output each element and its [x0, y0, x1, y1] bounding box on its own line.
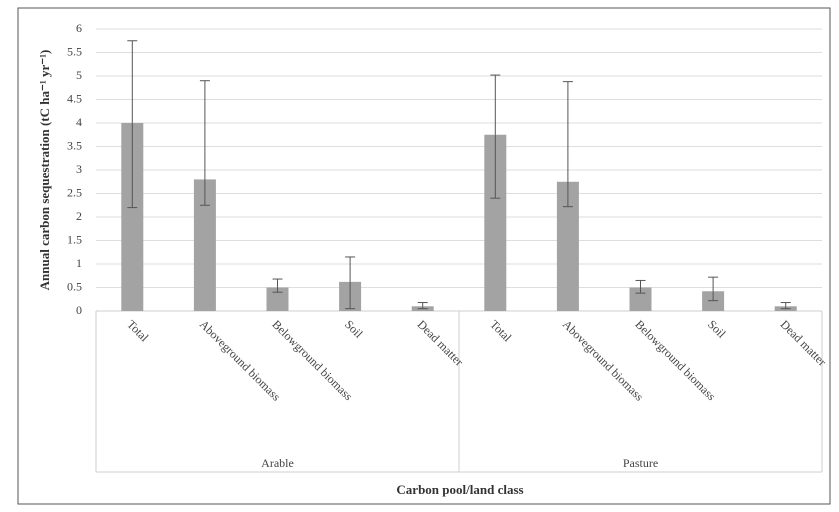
y-tick-label: 5.5: [67, 44, 82, 58]
y-tick-label: 0.5: [67, 279, 82, 293]
y-tick-label: 3.5: [67, 138, 82, 152]
chart-border: [17, 7, 831, 505]
group-label: Arable: [261, 456, 294, 470]
bar: [266, 287, 289, 311]
y-tick-label: 4: [76, 115, 82, 129]
bar: [193, 179, 216, 311]
y-axis-title: Annual carbon sequestration (tC ha⁻¹ yr⁻…: [37, 50, 52, 291]
bar: [484, 134, 507, 311]
bar: [629, 287, 652, 311]
y-tick-label: 3: [76, 162, 82, 176]
y-tick-label: 6: [76, 21, 82, 35]
y-tick-label: 1: [76, 256, 82, 270]
y-tick-label: 5: [76, 68, 82, 82]
y-tick-label: 2: [76, 209, 82, 223]
y-tick-label: 1.5: [67, 232, 82, 246]
x-axis-title: Carbon pool/land class: [396, 482, 523, 497]
bar: [556, 181, 579, 311]
y-tick-label: 4.5: [67, 91, 82, 105]
group-label: Pasture: [623, 456, 658, 470]
y-tick-label: 2.5: [67, 185, 82, 199]
bar: [121, 123, 144, 311]
y-tick-label: 0: [76, 303, 82, 317]
